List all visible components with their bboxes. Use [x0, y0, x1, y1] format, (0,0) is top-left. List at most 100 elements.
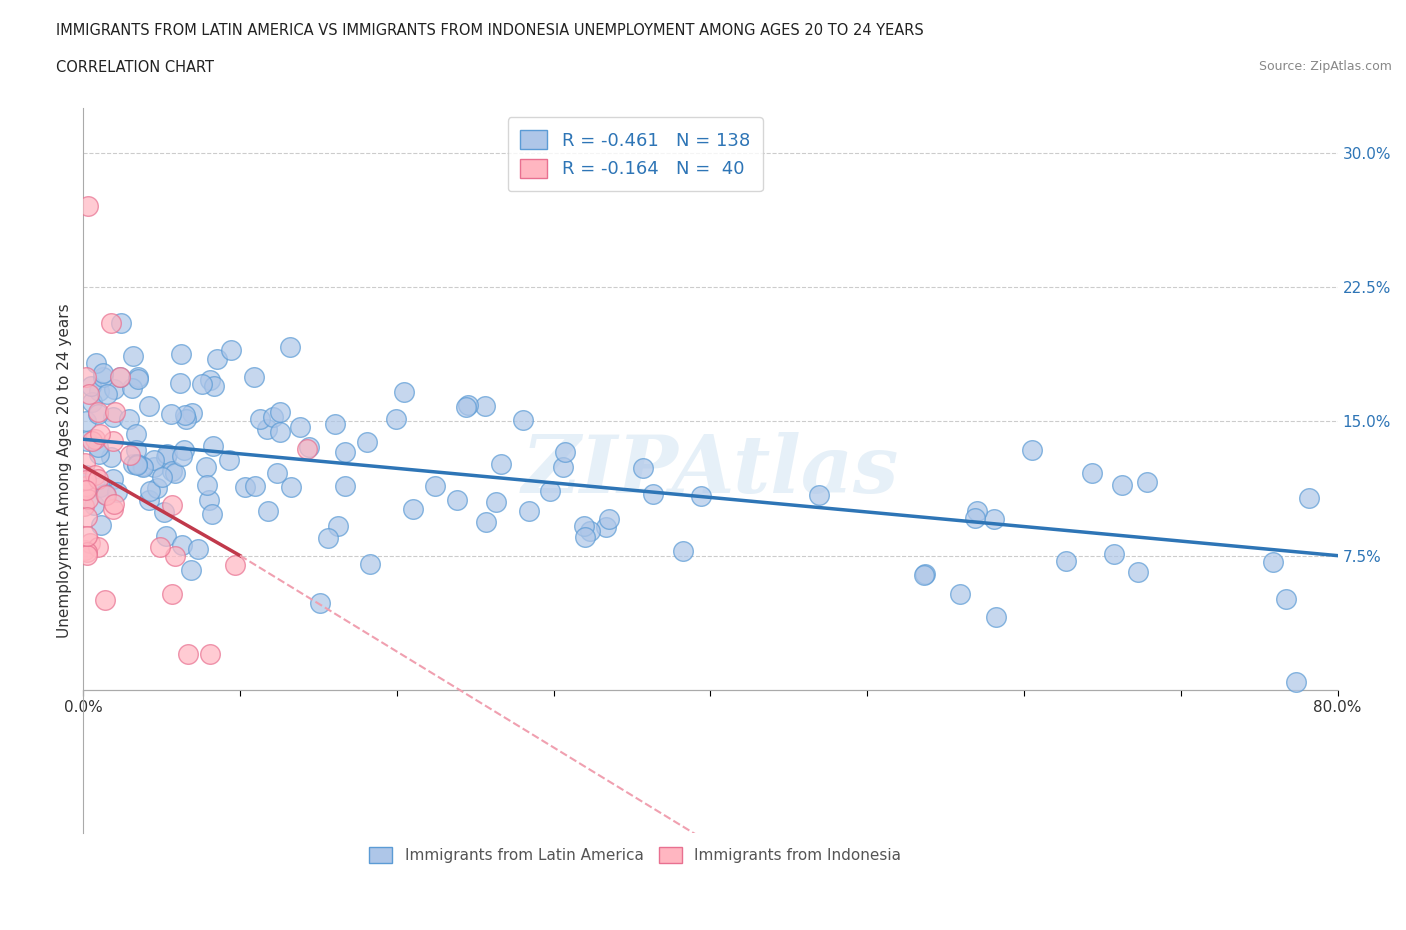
Point: [202, 379, 225, 393]
Point: [598, 512, 620, 526]
Point: [150, 469, 173, 484]
Point: [1111, 478, 1133, 493]
Point: [169, 376, 191, 391]
Point: [519, 504, 541, 519]
Point: [554, 444, 576, 458]
Point: [579, 524, 602, 538]
Point: [86, 472, 108, 486]
Point: [75, 472, 97, 487]
Point: [73, 483, 96, 498]
Point: [1285, 674, 1308, 689]
Point: [84, 432, 107, 446]
Point: [172, 538, 194, 552]
Point: [131, 458, 153, 473]
Point: [672, 544, 695, 559]
Point: [103, 381, 125, 396]
Point: [198, 373, 221, 388]
Point: [79, 536, 101, 551]
Point: [280, 480, 302, 495]
Point: [94, 486, 117, 501]
Point: [89, 480, 111, 495]
Point: [356, 434, 378, 449]
Legend: Immigrants from Latin America, Immigrants from Indonesia: Immigrants from Latin America, Immigrant…: [363, 841, 907, 869]
Point: [269, 425, 291, 440]
Point: [963, 511, 986, 525]
Point: [257, 504, 280, 519]
Point: [224, 557, 246, 572]
Point: [96, 387, 118, 402]
Point: [125, 427, 148, 442]
Point: [170, 448, 193, 463]
Point: [87, 539, 110, 554]
Point: [1021, 443, 1043, 458]
Point: [89, 383, 111, 398]
Point: [76, 199, 98, 214]
Point: [118, 447, 141, 462]
Point: [101, 433, 124, 448]
Point: [446, 493, 468, 508]
Point: [138, 493, 160, 508]
Point: [87, 406, 110, 421]
Point: [1274, 591, 1296, 606]
Point: [218, 453, 240, 468]
Point: [194, 459, 217, 474]
Point: [121, 380, 143, 395]
Point: [983, 512, 1005, 526]
Point: [551, 459, 574, 474]
Point: [485, 494, 508, 509]
Point: [205, 352, 228, 366]
Point: [176, 646, 198, 661]
Point: [914, 567, 936, 582]
Point: [489, 457, 512, 472]
Point: [110, 369, 132, 384]
Point: [91, 369, 114, 384]
Point: [143, 453, 166, 468]
Point: [538, 484, 561, 498]
Point: [118, 411, 141, 426]
Point: [457, 398, 479, 413]
Point: [165, 548, 187, 563]
Point: [96, 487, 118, 502]
Point: [221, 342, 243, 357]
Point: [138, 399, 160, 414]
Text: Source: ZipAtlas.com: Source: ZipAtlas.com: [1258, 60, 1392, 73]
Point: [195, 477, 218, 492]
Point: [149, 539, 172, 554]
Point: [1298, 491, 1320, 506]
Point: [328, 518, 350, 533]
Point: [77, 491, 100, 506]
Point: [76, 528, 98, 543]
Point: [475, 514, 498, 529]
Point: [100, 315, 122, 330]
Point: [104, 405, 127, 419]
Point: [127, 372, 149, 387]
Point: [101, 472, 124, 486]
Point: [180, 563, 202, 578]
Point: [103, 497, 125, 512]
Point: [198, 646, 221, 661]
Point: [689, 489, 711, 504]
Y-axis label: Unemployment Among Ages 20 to 24 years: Unemployment Among Ages 20 to 24 years: [58, 303, 72, 638]
Point: [572, 519, 595, 534]
Point: [1263, 555, 1285, 570]
Point: [73, 456, 96, 471]
Point: [86, 405, 108, 419]
Point: [146, 481, 169, 496]
Point: [243, 369, 266, 384]
Text: ZIPAtlas: ZIPAtlas: [522, 432, 900, 510]
Point: [631, 460, 654, 475]
Point: [110, 316, 132, 331]
Point: [75, 476, 97, 491]
Point: [75, 479, 97, 494]
Point: [912, 568, 935, 583]
Point: [233, 479, 256, 494]
Point: [295, 442, 318, 457]
Point: [174, 411, 197, 426]
Point: [75, 482, 97, 497]
Point: [82, 395, 104, 410]
Point: [266, 465, 288, 480]
Point: [75, 369, 97, 384]
Point: [385, 412, 408, 427]
Point: [162, 586, 184, 601]
Point: [249, 412, 271, 427]
